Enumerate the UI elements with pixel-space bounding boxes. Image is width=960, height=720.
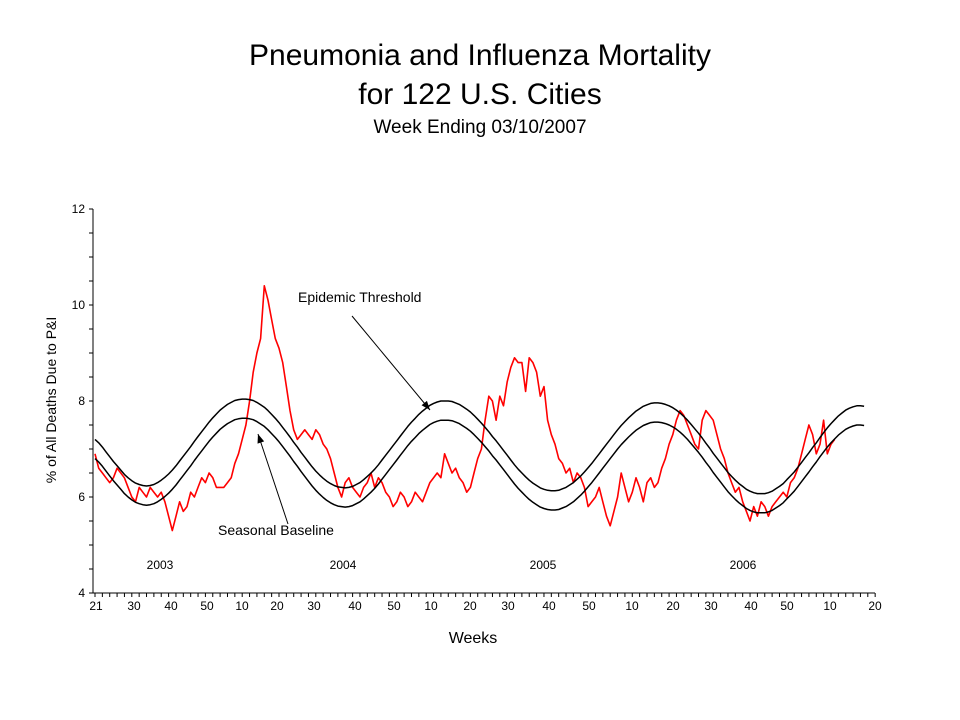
y-tick-label: 6 <box>78 490 85 504</box>
x-tick-label: 10 <box>424 599 438 613</box>
chart-title: Pneumonia and Influenza Mortality <box>249 39 711 72</box>
x-tick-label: 20 <box>666 599 680 613</box>
baseline-arrow <box>257 433 289 525</box>
year-label: 2006 <box>730 558 757 572</box>
chart-title-line2: for 122 U.S. Cities <box>358 78 602 111</box>
x-tick-label: 50 <box>200 599 214 613</box>
chart-labels: 4 6 8 10 12 21 30 40 50 10 20 30 40 50 10 20 30 40 50 10 20 3… <box>72 202 882 613</box>
year-label: 2005 <box>530 558 557 572</box>
threshold-arrow <box>351 315 431 411</box>
x-tick-label: 50 <box>387 599 401 613</box>
x-tick-label: 50 <box>582 599 596 613</box>
baseline-arrow-head <box>257 434 265 444</box>
x-tick-label: 20 <box>270 599 284 613</box>
y-tick-label: 10 <box>72 298 86 312</box>
epidemic-threshold-line <box>94 398 865 495</box>
chart-marks <box>94 284 865 532</box>
x-tick-label: 10 <box>823 599 837 613</box>
y-tick-label: 4 <box>78 586 85 600</box>
x-tick-label: 30 <box>501 599 515 613</box>
chart-subtitle: Week Ending 03/10/2007 <box>373 117 587 138</box>
x-tick-label: 20 <box>463 599 477 613</box>
x-axis-label: Weeks <box>449 630 498 647</box>
axes <box>89 208 876 597</box>
x-tick-label: 20 <box>868 599 882 613</box>
x-tick-label: 40 <box>164 599 178 613</box>
threshold-arrow-head <box>421 400 430 410</box>
x-tick-label: 10 <box>625 599 639 613</box>
x-tick-label: 50 <box>780 599 794 613</box>
x-tick-label: 30 <box>704 599 718 613</box>
x-tick-label: 40 <box>348 599 362 613</box>
y-axis-label: % of All Deaths Due to P&I <box>43 317 59 484</box>
annotation-seasonal-baseline: Seasonal Baseline <box>218 522 334 538</box>
annotation-epidemic-threshold: Epidemic Threshold <box>298 289 421 305</box>
year-label: 2004 <box>330 558 357 572</box>
y-tick-label: 8 <box>78 394 85 408</box>
y-tick-label: 12 <box>72 202 86 216</box>
year-label: 2003 <box>147 558 174 572</box>
x-tick-label: 30 <box>307 599 321 613</box>
x-tick-label: 21 <box>89 599 103 613</box>
x-tick-label: 30 <box>127 599 141 613</box>
seasonal-baseline-line <box>94 417 865 514</box>
x-tick-label: 40 <box>744 599 758 613</box>
observed-series-line <box>94 284 836 532</box>
x-tick-label: 40 <box>542 599 556 613</box>
x-tick-label: 10 <box>235 599 249 613</box>
